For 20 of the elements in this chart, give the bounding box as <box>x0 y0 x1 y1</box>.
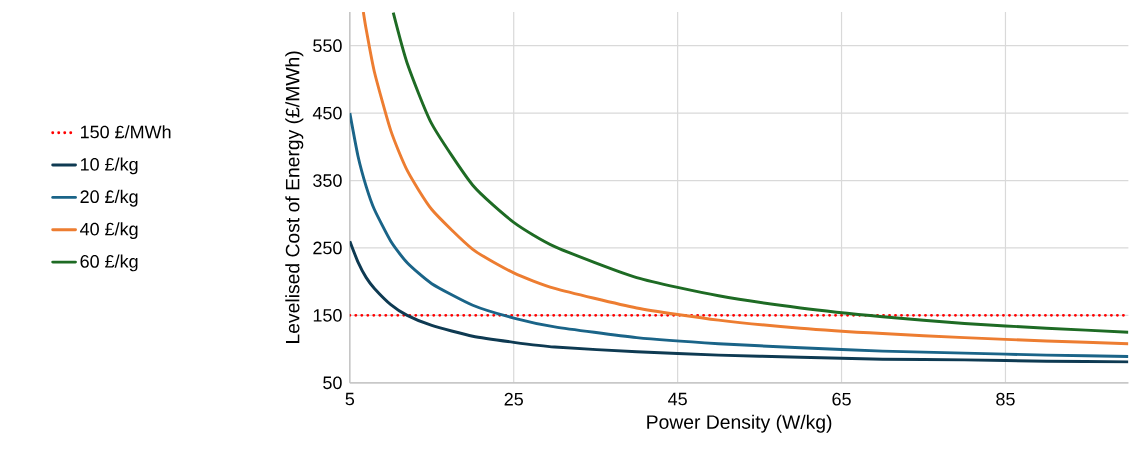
legend-label: 10 £/kg <box>81 157 138 175</box>
x-axis-title: Power Density (W/kg) <box>647 414 832 433</box>
y-axis-title: Levelised Cost of Energy (£/MWh) <box>285 51 304 344</box>
x-tick-label: 45 <box>668 392 687 406</box>
x-tick-label: 85 <box>996 392 1015 406</box>
legend-label: 60 £/kg <box>80 254 138 272</box>
y-tick-label: 150 <box>313 309 342 322</box>
legend-label: 150 £/MWh <box>81 125 171 139</box>
legend-label: 40 £/kg <box>80 222 138 240</box>
y-tick-label: 50 <box>323 376 342 390</box>
x-tick-label: 25 <box>504 392 523 406</box>
x-tick-label: 65 <box>832 392 851 406</box>
x-tick-label: 5 <box>345 392 355 406</box>
line-series <box>349 111 1129 359</box>
y-tick-label: 250 <box>313 241 342 255</box>
y-tick-label: 350 <box>313 174 342 188</box>
legend-label: 20 £/kg <box>80 189 138 207</box>
line-series <box>349 239 1129 364</box>
y-tick-label: 450 <box>312 106 342 120</box>
y-tick-label: 550 <box>313 39 342 53</box>
